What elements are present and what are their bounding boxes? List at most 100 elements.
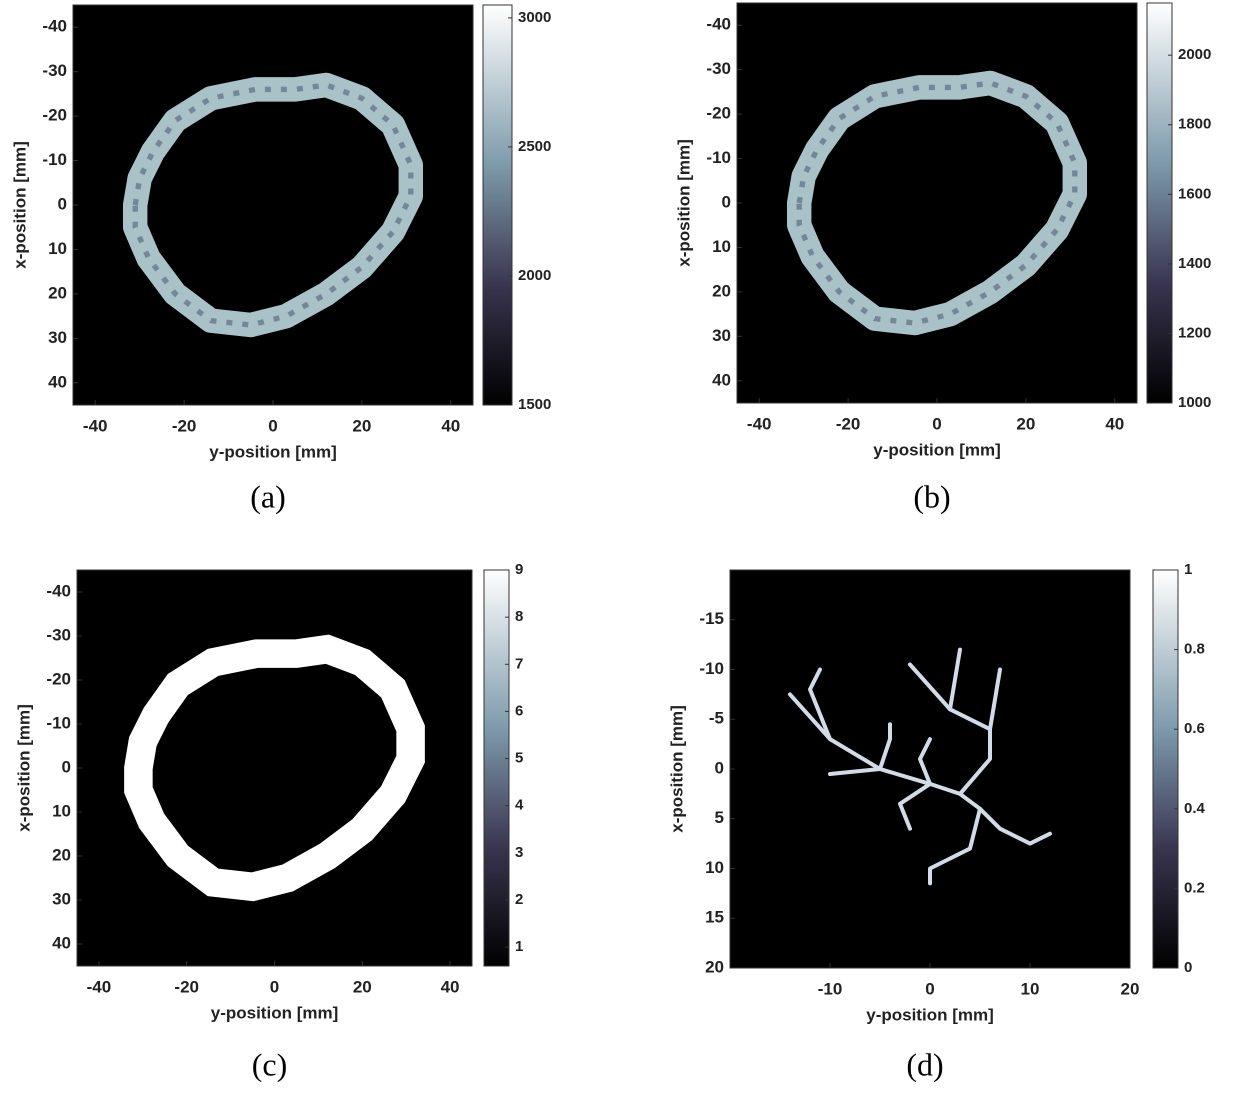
colorbar-tick-label: 1500 <box>518 396 551 413</box>
colorbar-tick-label: 0.4 <box>1184 800 1206 817</box>
x-tick-label: 10 <box>1021 979 1040 998</box>
vessel <box>828 767 882 776</box>
colorbar-tick-label: 0.8 <box>1184 641 1205 658</box>
x-tick-label: -20 <box>174 977 199 996</box>
y-tick-label: -20 <box>42 106 67 125</box>
x-tick-label: 20 <box>1016 414 1035 433</box>
panel: -40 -20 0 20 40 -40 -30 -20 -10 0 10 20 30 40 y-positi… <box>14 561 524 1082</box>
y-tick-label: 15 <box>705 908 724 927</box>
image <box>786 70 1088 336</box>
vessel <box>958 667 1002 796</box>
x-tick-label: -40 <box>83 416 108 435</box>
y-tick-label: -40 <box>42 17 67 36</box>
y-tick-label: 0 <box>62 757 71 776</box>
colorbar-tick-label: 1400 <box>1178 255 1211 272</box>
colorbar-tick-label: 3 <box>515 844 523 861</box>
y-axis-label: x-position [mm] <box>10 141 29 269</box>
y-tick-label: 20 <box>48 283 67 302</box>
y-tick-label: 30 <box>712 326 731 345</box>
colorbar-tick-label: 0.2 <box>1184 879 1205 896</box>
y-tick-label: 0 <box>722 192 731 211</box>
colorbar-tick-label: 0 <box>1184 959 1192 976</box>
image <box>124 634 425 902</box>
colorbar-tick-label: 1800 <box>1178 116 1211 133</box>
y-tick-label: 10 <box>712 237 731 256</box>
x-tick-label: 0 <box>268 416 277 435</box>
x-axis-label: y-position [mm] <box>866 1005 994 1024</box>
y-tick-label: -40 <box>46 581 71 600</box>
colorbar-tick-label: 1000 <box>1178 394 1211 411</box>
bone-ring-core <box>132 82 414 328</box>
caption: (c) <box>252 1046 288 1082</box>
x-tick-label: -20 <box>172 416 197 435</box>
y-tick-label: -15 <box>699 609 724 628</box>
y-axis-label: x-position [mm] <box>667 705 686 833</box>
caption: (a) <box>250 478 286 514</box>
vessel <box>898 781 932 831</box>
caption: (d) <box>906 1046 943 1082</box>
y-tick-label: 10 <box>52 801 71 820</box>
x-axis-label: y-position [mm] <box>211 1003 339 1022</box>
x-tick-label: 0 <box>932 414 941 433</box>
panel: -40 -20 0 20 40 -40 -30 -20 -10 0 10 20 30 40 y-positi… <box>10 4 551 514</box>
y-tick-label: 10 <box>48 239 67 258</box>
panel: -40 -20 0 20 40 -40 -30 -20 -10 0 10 20 30 40 y-positi… <box>674 2 1211 514</box>
y-tick-label: 20 <box>52 845 71 864</box>
colorbar-tick-label: 2500 <box>518 138 551 155</box>
mask-ring <box>124 634 425 902</box>
colorbar-tick-label: 1 <box>1184 561 1192 578</box>
y-tick-label: 40 <box>48 372 67 391</box>
y-axis-label: x-position [mm] <box>14 704 33 832</box>
colorbar <box>483 569 510 967</box>
colorbar <box>1152 569 1179 969</box>
x-tick-label: -40 <box>87 977 112 996</box>
vessel <box>928 806 982 886</box>
bone-ring-core <box>796 80 1078 326</box>
x-tick-label: 20 <box>1121 979 1140 998</box>
y-tick-label: 20 <box>705 957 724 976</box>
x-tick-label: 20 <box>352 416 371 435</box>
vessel <box>878 722 892 771</box>
y-tick-label: 5 <box>715 808 724 827</box>
vessel <box>808 667 832 742</box>
y-tick-label: -30 <box>42 61 67 80</box>
colorbar-tick-label: 1200 <box>1178 324 1211 341</box>
x-tick-label: 20 <box>353 977 372 996</box>
y-axis-label: x-position [mm] <box>674 139 693 267</box>
colorbar <box>482 4 513 406</box>
colorbar-tick-label: 8 <box>515 608 523 625</box>
y-tick-label: 40 <box>52 933 71 952</box>
x-tick-label: 0 <box>925 979 934 998</box>
colorbar-tick-label: 3000 <box>518 9 551 26</box>
x-tick-label: 40 <box>1105 414 1124 433</box>
y-tick-label: 40 <box>712 370 731 389</box>
y-tick-label: -10 <box>706 148 731 167</box>
colorbar-tick-label: 2000 <box>518 267 551 284</box>
y-tick-label: -20 <box>706 104 731 123</box>
colorbar <box>1146 2 1173 404</box>
x-tick-label: 40 <box>441 977 460 996</box>
y-tick-label: 30 <box>52 889 71 908</box>
y-tick-label: -40 <box>706 15 731 34</box>
vessel <box>948 647 962 712</box>
x-tick-label: 0 <box>270 977 279 996</box>
x-axis-label: y-position [mm] <box>209 442 337 461</box>
y-tick-label: -5 <box>709 709 724 728</box>
y-tick-label: -10 <box>42 150 67 169</box>
colorbar-tick-label: 2000 <box>1178 46 1211 63</box>
colorbar-tick-label: 0.6 <box>1184 720 1205 737</box>
colorbar-tick-label: 6 <box>515 702 523 719</box>
y-tick-label: 0 <box>715 758 724 777</box>
x-axis-label: y-position [mm] <box>873 440 1001 459</box>
plot-area <box>730 570 1130 968</box>
colorbar-tick-label: 2 <box>515 891 523 908</box>
y-tick-label: 30 <box>48 328 67 347</box>
x-tick-label: 40 <box>441 416 460 435</box>
vessel <box>918 737 932 786</box>
colorbar-tick-label: 7 <box>515 655 523 672</box>
colorbar-tick-label: 4 <box>515 797 524 814</box>
y-tick-label: 10 <box>705 858 724 877</box>
colorbar-tick-label: 5 <box>515 750 523 767</box>
